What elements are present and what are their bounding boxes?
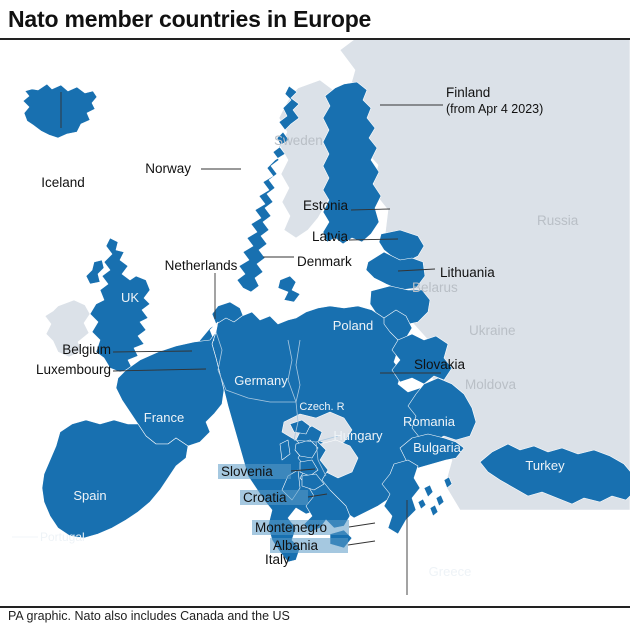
svg-text:Greece: Greece — [429, 564, 472, 579]
svg-text:Latvia: Latvia — [312, 229, 349, 244]
svg-text:Netherlands: Netherlands — [165, 258, 238, 273]
svg-text:Montenegro: Montenegro — [255, 520, 327, 535]
svg-text:Turkey: Turkey — [525, 458, 565, 473]
svg-text:Italy: Italy — [265, 552, 290, 567]
svg-text:Lithuania: Lithuania — [440, 265, 495, 280]
svg-text:(from Apr 4 2023): (from Apr 4 2023) — [446, 102, 543, 116]
svg-text:Finland: Finland — [446, 85, 490, 100]
svg-text:Sweden: Sweden — [274, 133, 323, 148]
svg-text:Portugal: Portugal — [40, 530, 85, 544]
svg-text:Russia: Russia — [537, 213, 579, 228]
svg-text:Bulgaria: Bulgaria — [413, 440, 461, 455]
svg-text:Romania: Romania — [403, 414, 456, 429]
svg-text:Czech. R: Czech. R — [299, 401, 344, 413]
svg-text:Iceland: Iceland — [41, 175, 85, 190]
svg-text:Germany: Germany — [234, 373, 288, 388]
svg-text:Croatia: Croatia — [243, 490, 287, 505]
svg-text:Slovenia: Slovenia — [221, 464, 273, 479]
svg-text:Belgium: Belgium — [62, 342, 111, 357]
svg-text:Estonia: Estonia — [303, 198, 349, 213]
svg-text:Norway: Norway — [145, 161, 191, 176]
svg-text:Slovakia: Slovakia — [414, 357, 466, 372]
svg-text:Ukraine: Ukraine — [469, 323, 516, 338]
svg-text:Belarus: Belarus — [412, 280, 458, 295]
svg-text:Poland: Poland — [333, 318, 373, 333]
svg-text:Spain: Spain — [73, 488, 106, 503]
svg-text:Moldova: Moldova — [465, 377, 517, 392]
svg-text:France: France — [144, 410, 184, 425]
svg-text:Luxembourg: Luxembourg — [36, 362, 111, 377]
svg-text:Denmark: Denmark — [297, 254, 352, 269]
svg-text:UK: UK — [121, 290, 139, 305]
svg-text:Albania: Albania — [273, 538, 319, 553]
svg-text:Hungary: Hungary — [333, 428, 383, 443]
